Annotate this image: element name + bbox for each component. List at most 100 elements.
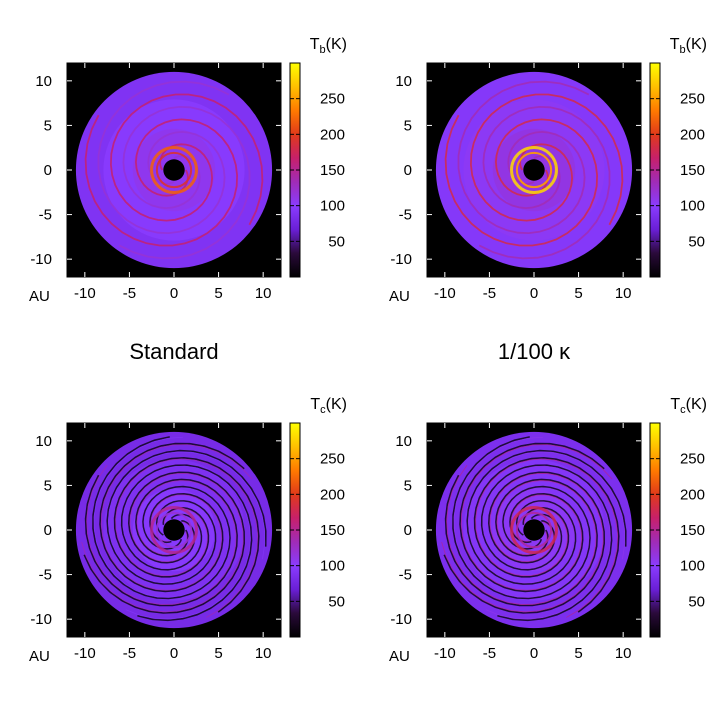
colorbar-tick-label: 50 [688, 233, 705, 250]
x-tick-label: 0 [530, 285, 538, 302]
colorbar-tick-label: 100 [320, 558, 345, 575]
spiral-arm-bright [86, 465, 237, 605]
spiral-arm-bright [122, 465, 251, 620]
spiral-arm-bright [482, 465, 611, 620]
hot-inner-ring [150, 146, 198, 194]
spiral-arm [473, 456, 620, 613]
y-tick-label: -5 [399, 207, 412, 224]
spiral-arm-bright [467, 451, 626, 584]
colorbar-tick-label: 50 [328, 593, 345, 610]
spiral-arm [457, 80, 590, 235]
spiral-arm-bright [446, 465, 597, 605]
y-tick-label: 0 [404, 522, 412, 539]
spiral-arm-bright [81, 473, 244, 613]
hot-ring-inner [515, 511, 553, 549]
spiral-arm [480, 464, 613, 622]
x-tick-label: 5 [214, 645, 222, 662]
colorbar-tick-label: 150 [680, 162, 705, 179]
y-tick-label: 10 [35, 73, 52, 90]
spiral-arm [469, 93, 624, 226]
colorbar-tick-label: 150 [320, 162, 345, 179]
hot-inner-ring [510, 146, 558, 194]
x-tick-label: 0 [170, 645, 178, 662]
y-tick-label: 5 [404, 477, 412, 494]
hot-ring-inner [155, 151, 193, 189]
row-label-standard: Standard [129, 339, 218, 364]
colorbar-tick-label: 200 [680, 486, 705, 503]
spiral-arm [120, 464, 253, 622]
y-tick-label: 10 [395, 73, 412, 90]
spiral-arm [92, 436, 231, 600]
spiral-arm-bright [115, 458, 259, 618]
colorbar-title: Tb(K) [670, 36, 707, 56]
colorbar-tick-label: 250 [320, 451, 345, 468]
colorbar-tick-label: 150 [320, 522, 345, 539]
disk-bottom-right [435, 431, 633, 629]
colorbar-tick-label: 250 [680, 91, 705, 108]
colorbar-tick-label: 250 [680, 451, 705, 468]
row-label-low-opacity: 1/100 κ [498, 339, 571, 364]
spiral-arm-bright [475, 458, 619, 618]
x-tick-label: -10 [74, 645, 96, 662]
colorbar-tick-label: 200 [320, 126, 345, 143]
inner-hole [163, 519, 185, 541]
colorbar-title: Tb(K) [310, 36, 347, 56]
spiral-arm [459, 442, 605, 593]
x-tick-label: 5 [574, 285, 582, 302]
spiral-arm [118, 105, 251, 260]
x-tick-label: -5 [123, 285, 136, 302]
y-tick-label: -5 [39, 207, 52, 224]
x-tick-label: -5 [483, 645, 496, 662]
y-tick-label: -10 [390, 251, 412, 268]
y-tick-label: 5 [44, 117, 52, 134]
x-tick-label: -10 [434, 285, 456, 302]
colorbar-tick-label: 100 [680, 198, 705, 215]
spiral-arm [83, 471, 246, 614]
spiral-arm [84, 474, 238, 607]
spiral-arm-bright [460, 444, 613, 591]
spiral-arm [106, 449, 267, 585]
x-tick-label: 10 [615, 645, 632, 662]
colorbar-tick-label: 250 [320, 91, 345, 108]
y-tick-label: 10 [395, 433, 412, 450]
spiral-arm-bright [100, 444, 253, 591]
y-tick-label: 0 [44, 522, 52, 539]
spiral-arm [452, 436, 591, 600]
hot-inner-ring [150, 506, 198, 554]
axis-unit-label: AU [29, 648, 50, 665]
spiral-arm [84, 114, 239, 247]
x-tick-label: -5 [483, 285, 496, 302]
y-tick-label: 0 [404, 162, 412, 179]
colorbar-tick-label: 50 [688, 593, 705, 610]
colorbar-title: Tc(K) [670, 396, 707, 416]
spiral-arm [444, 474, 598, 607]
spiral-arm-bright [107, 451, 266, 584]
y-tick-label: -10 [30, 611, 52, 628]
colorbar-tick-label: 100 [680, 558, 705, 575]
x-tick-label: 5 [574, 645, 582, 662]
inner-hole [523, 519, 545, 541]
y-tick-label: -5 [399, 567, 412, 584]
spiral-arm-bright [453, 436, 590, 598]
colorbar-tick-label: 200 [320, 486, 345, 503]
spiral-arm-bright [441, 473, 604, 613]
spiral-arm-bright [93, 436, 230, 598]
y-tick-label: -10 [390, 611, 412, 628]
inner-hole [163, 159, 185, 181]
hot-ring-inner [515, 151, 553, 189]
spiral-arm [97, 80, 230, 235]
axis-unit-label: AU [29, 288, 50, 305]
y-tick-label: 0 [44, 162, 52, 179]
y-tick-label: -10 [30, 251, 52, 268]
inner-hole [523, 159, 545, 181]
x-tick-label: 10 [615, 285, 632, 302]
y-tick-label: -5 [39, 567, 52, 584]
spiral-arm [443, 471, 606, 614]
spiral-arm [466, 449, 627, 585]
x-tick-label: -10 [434, 645, 456, 662]
x-tick-label: -10 [74, 285, 96, 302]
